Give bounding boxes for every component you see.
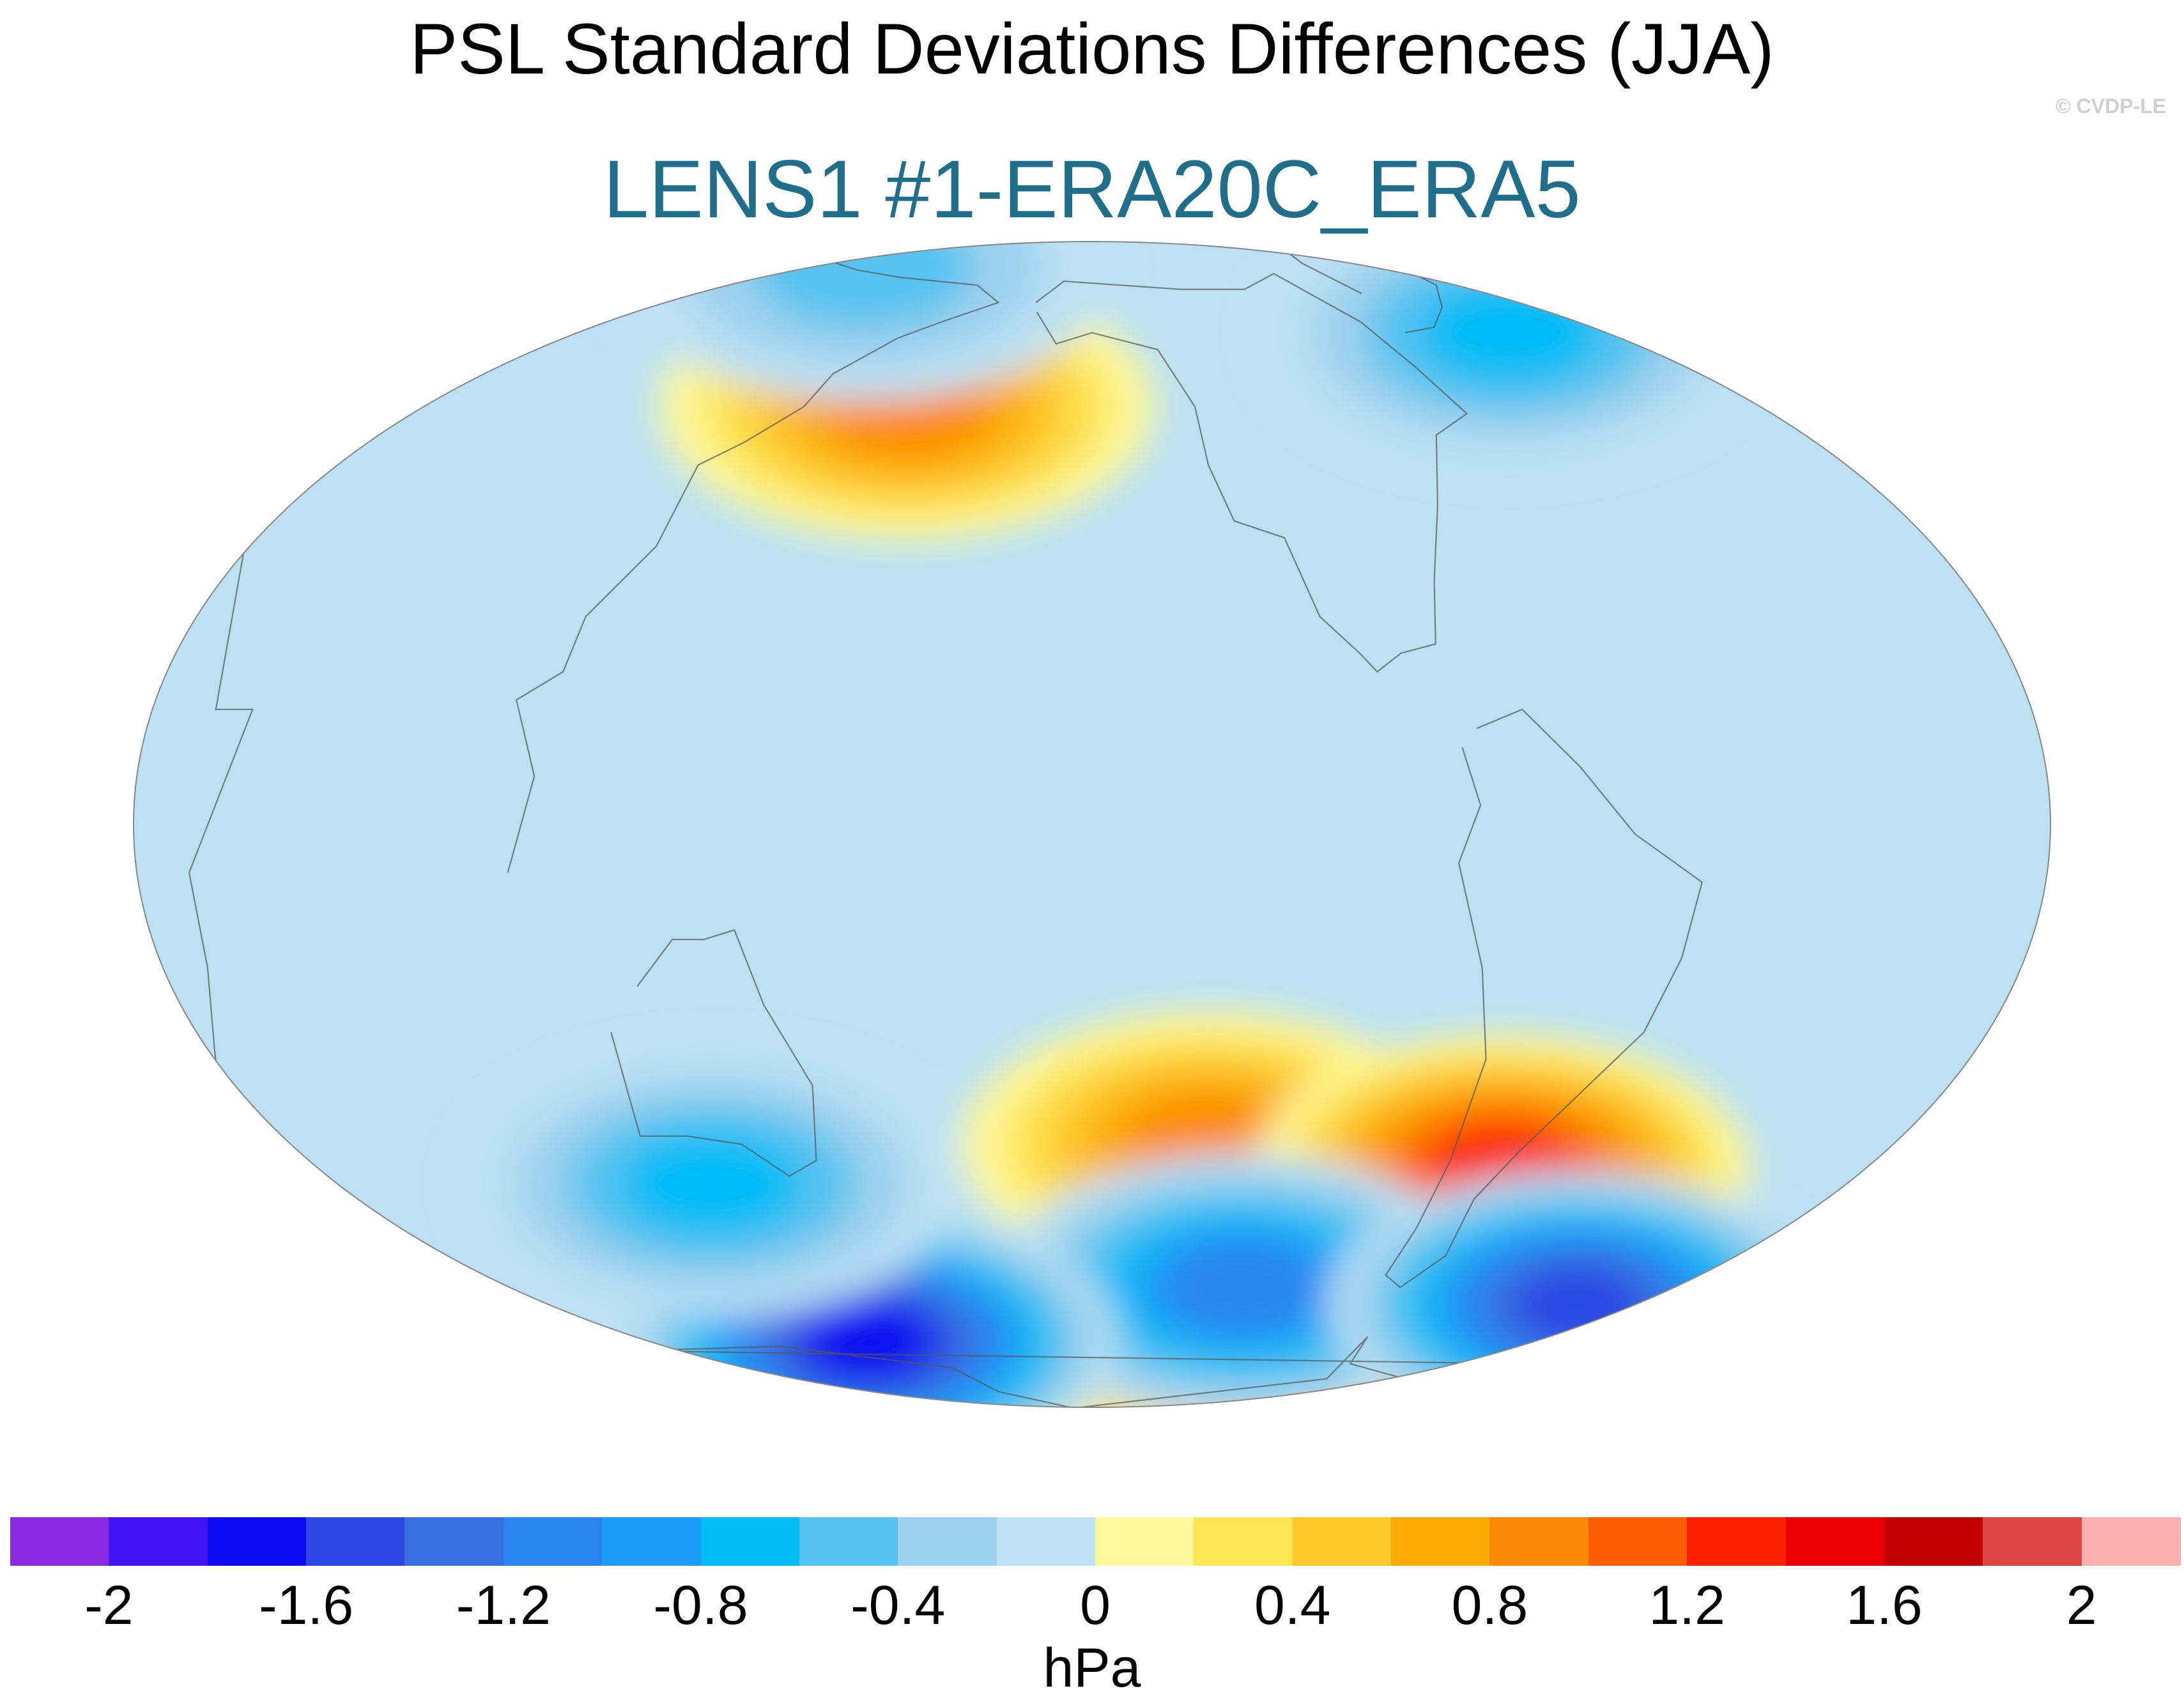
coastline-africa-east [188, 537, 254, 1103]
field-contour [1169, 1244, 1316, 1331]
colorbar-tick-label: -1.2 [456, 1575, 551, 1636]
coastline-antarctica [633, 1336, 1523, 1407]
field-feature [614, 242, 1113, 401]
colorbar-tick-label: 1.2 [1649, 1575, 1725, 1636]
colorbar [10, 1517, 2181, 1566]
field-contour [1512, 1265, 1642, 1345]
chart-subtitle: LENS1 #1-ERA20C_ERA5 [603, 144, 1581, 235]
colorbar-swatch [1884, 1517, 1984, 1566]
chart-title: PSL Standard Deviations Differences (JJA… [410, 9, 1774, 89]
map-plot [133, 241, 2051, 1408]
colorbar-swatch [1391, 1517, 1491, 1566]
coastline-australia [610, 929, 817, 1177]
map-border [133, 241, 2051, 1408]
field-feature [462, 1049, 961, 1318]
colorbar-swatch [404, 1517, 504, 1566]
watermark: © CVDP-LE [2056, 95, 2166, 118]
colorbar-swatch [1489, 1517, 1589, 1566]
colorbar-swatch [109, 1517, 208, 1566]
coastline-south-america [1385, 708, 1703, 1288]
colorbar-swatch [898, 1517, 997, 1566]
colorbar-tick-label: 0.8 [1451, 1575, 1528, 1636]
colorbar-swatch [700, 1517, 800, 1566]
coastline-north-america [1035, 272, 1468, 673]
colorbar-swatch [1785, 1517, 1885, 1566]
colorbar-swatch [799, 1517, 899, 1566]
field-contour [755, 242, 973, 328]
colorbar-swatch [1687, 1517, 1787, 1566]
field-layer [462, 242, 1827, 1407]
colorbar-swatch [207, 1517, 307, 1566]
colorbar-tick-label: -1.6 [258, 1575, 354, 1636]
colorbar-tick-label: -2 [84, 1575, 134, 1636]
field-contour [1418, 280, 1601, 386]
colorbar-tick-label: 1.6 [1846, 1575, 1923, 1636]
colorbar-tick-label: -0.4 [850, 1575, 946, 1636]
colorbar-swatch [306, 1517, 406, 1566]
colorbar-tick-label: 0 [1080, 1575, 1111, 1636]
colorbar-tick-label: 2 [2066, 1575, 2097, 1636]
colorbar-swatch [2081, 1517, 2181, 1566]
colorbar-units: hPa [1043, 1637, 1141, 1699]
colorbar-swatch [602, 1517, 702, 1566]
colorbar-swatch [996, 1517, 1096, 1566]
field-contour [620, 1131, 803, 1237]
field-feature [1260, 242, 1759, 467]
colorbar-swatch [1194, 1517, 1293, 1566]
colorbar-swatch [1292, 1517, 1392, 1566]
colorbar-tick-label: 0.4 [1254, 1575, 1331, 1636]
colorbar-swatch [10, 1517, 110, 1566]
colorbar-swatch [1588, 1517, 1688, 1566]
colorbar-swatch [503, 1517, 603, 1566]
field-feature [1328, 1171, 1827, 1407]
colorbar-tick-label: -0.8 [653, 1575, 748, 1636]
colorbar-swatch [1983, 1517, 2082, 1566]
field-contour [807, 1304, 932, 1380]
colorbar-swatch [1095, 1517, 1195, 1566]
